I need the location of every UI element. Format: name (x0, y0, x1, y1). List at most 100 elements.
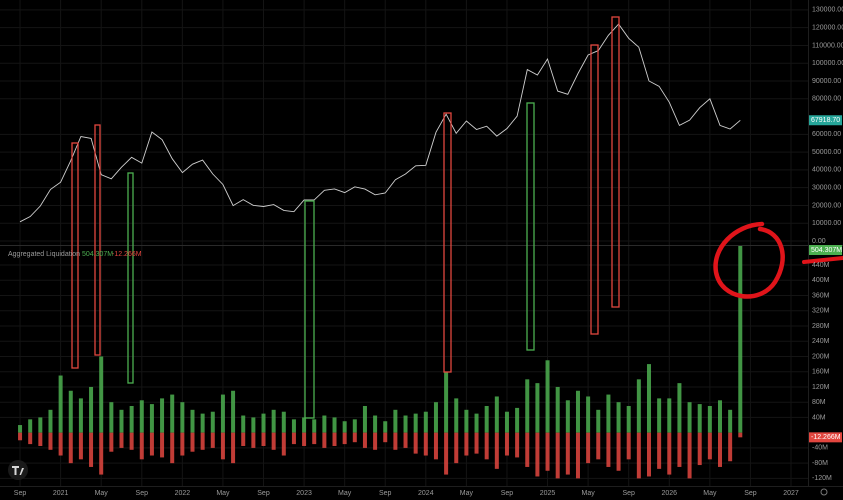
liquidation-bar (596, 409, 601, 433)
liquidation-bar (707, 432, 712, 460)
red-box (590, 44, 599, 335)
liquidation-bar (312, 432, 317, 445)
y-tick-label: 200M (812, 353, 830, 360)
liquidation-bar (261, 413, 266, 433)
liquidation-bar (251, 417, 256, 433)
liquidation-bar (291, 432, 296, 445)
x-tick-label: May (95, 490, 109, 497)
price-pane (19, 23, 741, 223)
liquidation-bar (373, 432, 378, 450)
liquidation-bar (413, 413, 418, 433)
y-tick-label: 20000.00 (812, 202, 841, 209)
red-box (71, 142, 79, 369)
green-box (526, 102, 535, 351)
liquidation-bar (109, 432, 114, 452)
x-tick-label: May (460, 490, 474, 497)
liquidation-bar (180, 432, 185, 456)
liquidation-bar (728, 432, 733, 462)
y-tick-label: 100000.00 (812, 60, 843, 67)
liquidation-bar (525, 432, 530, 467)
value-label: 504.307M (811, 247, 842, 254)
liquidation-bar (474, 413, 479, 433)
y-tick-label: 120M (812, 384, 830, 391)
liquidation-bar (677, 432, 682, 467)
y-tick-label: 90000.00 (812, 78, 841, 85)
liquidation-bar (718, 432, 723, 467)
liquidation-bar (281, 411, 286, 433)
liquidation-bar (281, 432, 286, 456)
liquidation-bar (119, 409, 124, 433)
liquidation-bar (200, 432, 205, 450)
logo-badge (8, 460, 28, 480)
liquidation-bar (322, 432, 327, 448)
grid (0, 0, 808, 486)
liquidation-bar (149, 404, 154, 433)
y-tick-label: 130000.00 (812, 7, 843, 14)
liquidation-bar (555, 432, 560, 479)
y-tick-label: 400M (812, 277, 830, 284)
x-tick-label: 2024 (418, 490, 434, 497)
liquidation-bar (18, 425, 23, 433)
x-tick-label: 2025 (540, 490, 556, 497)
liquidation-bar (332, 432, 337, 446)
liquidation-bar (129, 406, 134, 433)
liquidation-bar (160, 432, 165, 458)
liquidation-bar (636, 379, 641, 433)
liquidation-bar (190, 409, 195, 433)
liquidation-bar (383, 432, 388, 443)
liquidation-bar (362, 406, 367, 433)
x-tick-label: 2023 (296, 490, 312, 497)
liquidation-bar (332, 417, 337, 433)
liquidation-bar (504, 411, 509, 433)
liquidation-bar (646, 432, 651, 477)
liquidation-bar (667, 398, 672, 433)
legend-title: Aggregated Liquidation (8, 251, 80, 258)
logo-mark (12, 466, 24, 475)
liquidation-bar (444, 371, 449, 433)
liquidation-bar (606, 394, 611, 433)
price-label-box (809, 115, 842, 126)
x-tick-label: 2026 (661, 490, 677, 497)
red-box (611, 16, 620, 308)
liquidation-bar (78, 432, 83, 460)
liquidation-bar (302, 417, 307, 433)
x-tick-label: May (703, 490, 717, 497)
liquidation-bar (261, 432, 266, 446)
liquidation-bar (139, 432, 144, 460)
liquidation-bar (738, 432, 743, 438)
liquidation-bar (109, 402, 114, 433)
liquidation-bar (220, 394, 225, 433)
liquidation-bar (545, 432, 550, 471)
liquidation-bar (393, 409, 398, 433)
liquidation-bar (271, 409, 276, 433)
y-tick-label: 110000.00 (812, 42, 843, 49)
annotation-boxes (71, 16, 620, 419)
liquidation-bar (545, 360, 550, 433)
liquidation-bar (697, 404, 702, 433)
liquidation-bar (433, 402, 438, 433)
liquidation-bar (99, 356, 104, 433)
liquidation-bar (210, 432, 215, 448)
y-tick-label: 80M (812, 399, 826, 406)
liquidation-bar (728, 409, 733, 433)
liquidation-bar (586, 432, 591, 464)
liquidation-bar (58, 432, 63, 456)
liquidation-bar (464, 409, 469, 433)
liquidation-bar (271, 432, 276, 450)
value-label-box (809, 245, 842, 255)
liquidation-bar (139, 400, 144, 433)
liquidation-bar (474, 432, 479, 454)
x-tick-label: May (338, 490, 352, 497)
red-box (443, 112, 452, 373)
y-tick-label: 40000.00 (812, 167, 841, 174)
y-tick-label: 50000.00 (812, 149, 841, 156)
liquidation-bar (68, 432, 73, 464)
liquidation-bar (352, 419, 357, 433)
settings-icon[interactable] (820, 488, 828, 496)
liquidation-bar (180, 402, 185, 433)
value-label-box (809, 432, 842, 443)
liquidation-bar (606, 432, 611, 467)
y-tick-label: 320M (812, 308, 830, 315)
liquidation-bar (291, 419, 296, 433)
x-tick-label: Sep (501, 490, 514, 497)
